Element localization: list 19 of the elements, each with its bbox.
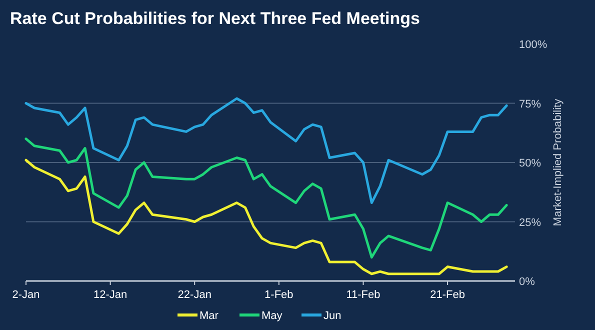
legend-label: Mar — [200, 310, 219, 322]
x-tick-label: 21-Feb — [430, 289, 465, 301]
chart-title: Rate Cut Probabilities for Next Three Fed Meetings — [10, 9, 420, 28]
y-tick-label: 0% — [519, 276, 536, 288]
y-axis-title: Market-Implied Probability — [552, 98, 564, 226]
x-tick-label: 12-Jan — [93, 289, 128, 301]
x-tick-label: 11-Feb — [346, 289, 380, 301]
line-series — [24, 97, 508, 204]
y-tick-label: 50% — [519, 158, 542, 170]
line-series — [24, 138, 508, 259]
legend-label: May — [262, 310, 283, 322]
line-series — [24, 158, 508, 276]
legend-label: Jun — [324, 310, 342, 322]
x-tick-label: 22-Jan — [178, 289, 212, 301]
y-tick-label: 25% — [519, 216, 542, 229]
y-tick-label: 75% — [519, 98, 542, 110]
x-tick-label: 2-Jan — [12, 289, 40, 301]
x-tick-label: 1-Feb — [264, 289, 294, 301]
y-tick-label: 100% — [519, 39, 548, 51]
